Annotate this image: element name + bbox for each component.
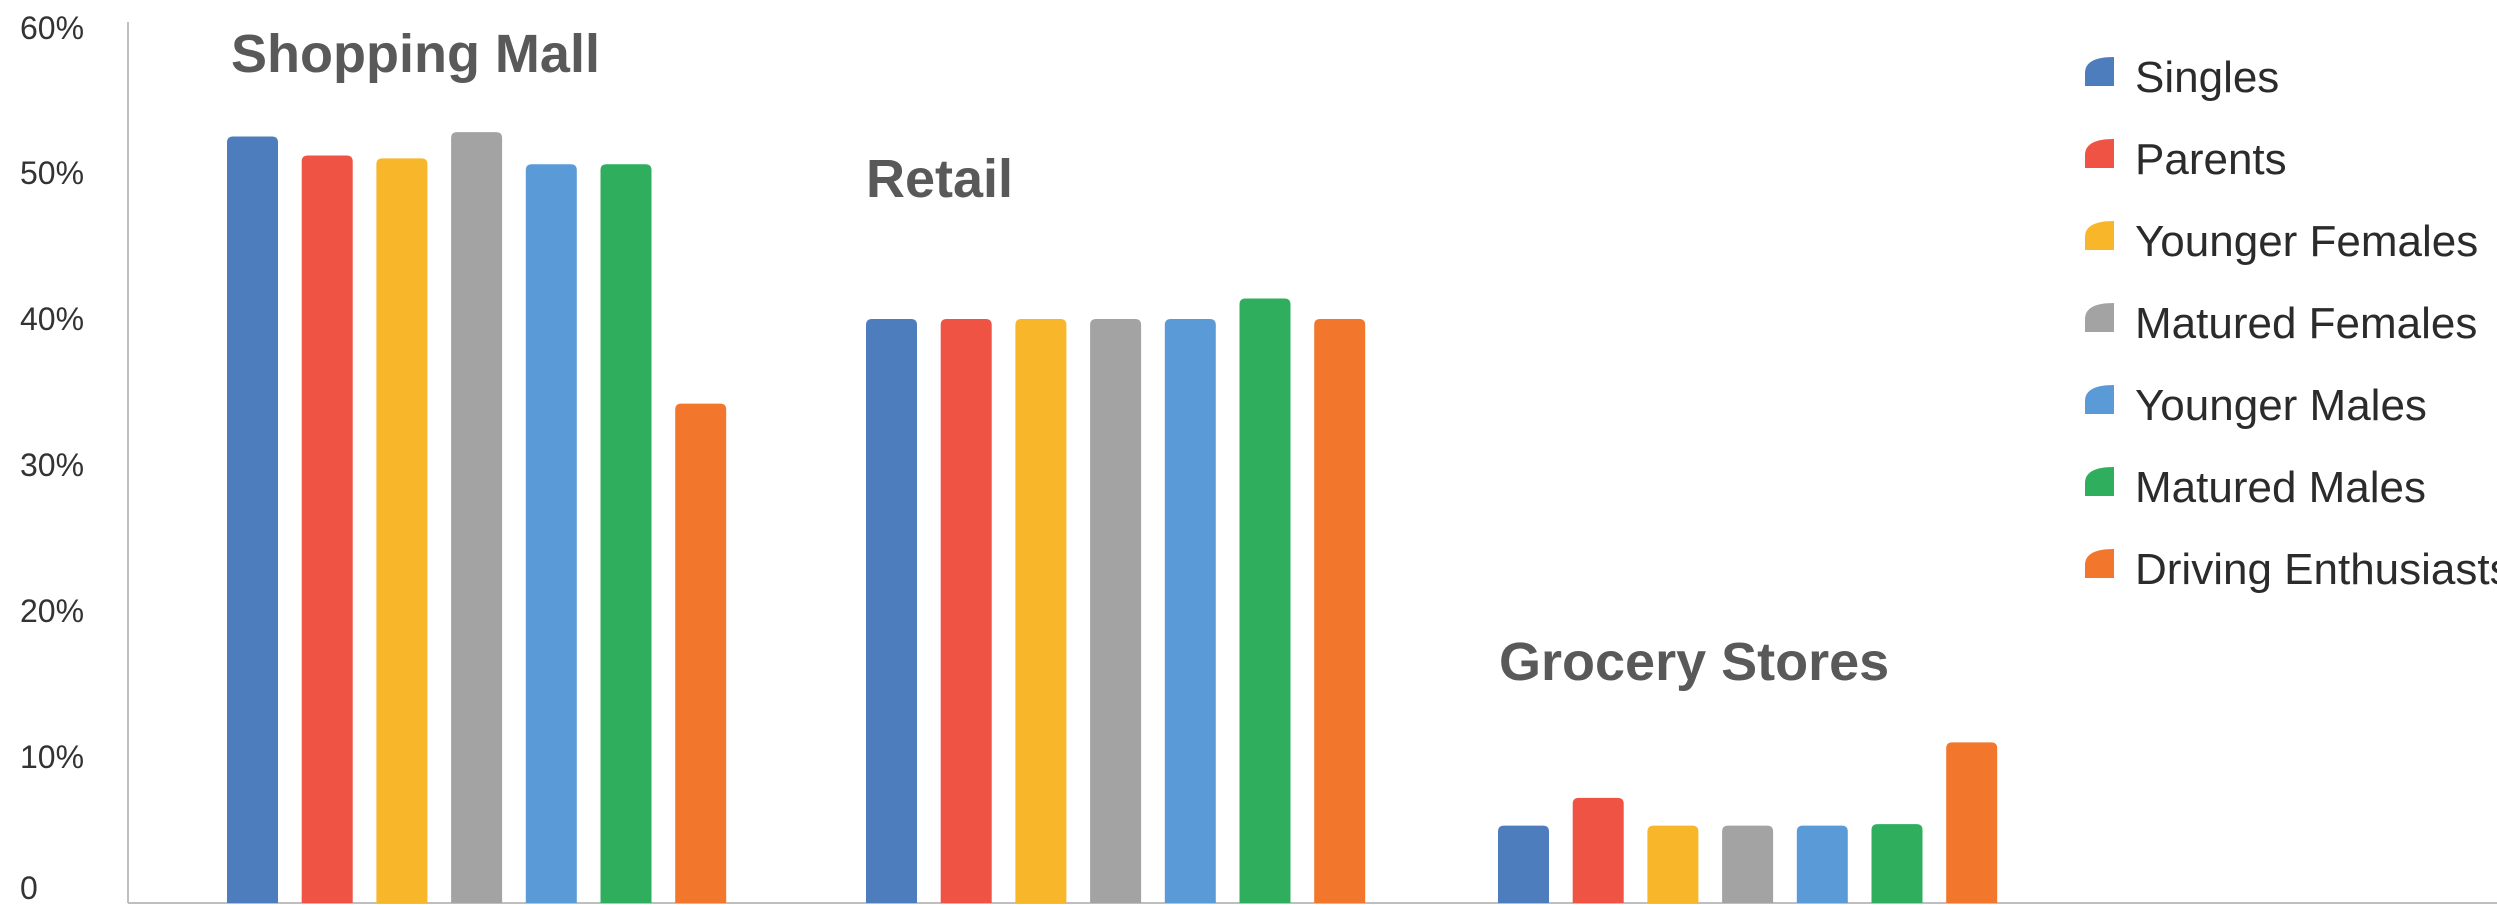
legend-swatch [2085, 57, 2114, 86]
y-tick-label: 10% [20, 739, 84, 775]
bar [1796, 825, 1848, 903]
bar [940, 319, 992, 903]
y-tick-label: 30% [20, 447, 84, 483]
bar [1239, 298, 1291, 903]
legend-label: Younger Males [2135, 381, 2427, 430]
legend-swatch [2085, 221, 2114, 250]
y-tick-label: 0 [20, 870, 38, 905]
bar [525, 164, 577, 904]
legend-swatch [2085, 467, 2114, 496]
bars [227, 132, 1998, 904]
legend-swatch [2085, 139, 2114, 168]
y-tick-label: 60% [20, 10, 84, 46]
bar [866, 319, 917, 903]
category-label: Shopping Mall [231, 24, 600, 84]
bar [376, 158, 428, 903]
bar [1498, 825, 1549, 903]
legend-label: Matured Females [2135, 299, 2477, 348]
legend-swatch [2085, 303, 2114, 332]
bar [301, 155, 353, 904]
bar [675, 403, 727, 903]
y-tick-label: 20% [20, 593, 84, 629]
bar [1647, 825, 1699, 903]
legend: Singles Parents Younger Females Matured Fem… [2085, 53, 2497, 594]
bar [1164, 319, 1216, 903]
category-label: Retail [866, 149, 1013, 209]
bar [1314, 319, 1366, 903]
legend-label: Matured Males [2135, 463, 2426, 512]
y-tick-label: 50% [20, 155, 84, 191]
group-labels: Shopping Mall Retail Grocery Stores [231, 24, 1889, 692]
legend-swatch [2085, 549, 2114, 578]
bar [1871, 824, 1923, 903]
legend-label: Parents [2135, 135, 2287, 184]
y-axis: 0 10% 20% 30% 40% 50% 60% [20, 10, 2497, 905]
bar [451, 132, 503, 903]
legend-swatch [2085, 385, 2114, 414]
bar [1090, 319, 1142, 903]
bar [1572, 797, 1624, 903]
category-label: Grocery Stores [1499, 632, 1889, 692]
y-tick-label: 40% [20, 301, 84, 337]
legend-label: Singles [2135, 53, 2279, 102]
bar [1015, 319, 1067, 903]
legend-label: Younger Females [2135, 217, 2478, 266]
bar [1946, 742, 1998, 903]
bar [1722, 825, 1774, 903]
bar [227, 136, 278, 903]
legend-label: Driving Enthusiasts [2135, 545, 2497, 594]
bar [600, 164, 652, 904]
